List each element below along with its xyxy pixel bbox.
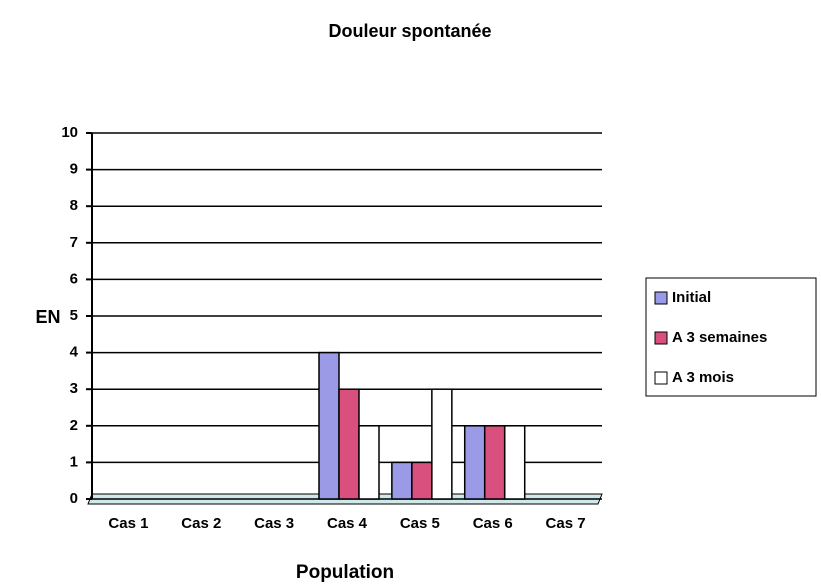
chart-title: Douleur spontanée	[328, 21, 491, 41]
x-tick-label: Cas 6	[473, 515, 513, 532]
bar	[391, 461, 413, 500]
y-tick-label: 8	[70, 197, 78, 214]
legend-label: Initial	[672, 289, 711, 306]
bar	[483, 425, 506, 500]
bar	[463, 425, 486, 500]
y-axis-label: EN	[35, 307, 60, 327]
bar	[411, 461, 433, 500]
x-axis-label: Population	[296, 562, 394, 583]
legend-swatch	[654, 291, 668, 305]
y-tick-label: 3	[70, 380, 78, 397]
legend-label: A 3 mois	[672, 369, 734, 386]
x-tick-label: Cas 1	[108, 515, 148, 532]
legend-label: A 3 semaines	[672, 329, 767, 346]
legend-swatch	[654, 331, 668, 345]
y-tick-label: 9	[70, 161, 78, 178]
y-tick-label: 4	[70, 344, 79, 361]
x-tick-label: Cas 3	[254, 515, 294, 532]
bar	[503, 425, 526, 500]
x-tick-label: Cas 2	[181, 515, 221, 532]
x-tick-label: Cas 7	[546, 515, 586, 532]
y-tick-label: 0	[70, 490, 78, 507]
y-tick-label: 6	[70, 270, 78, 287]
y-tick-label: 7	[70, 234, 78, 251]
legend-swatch	[654, 371, 668, 385]
bar	[431, 388, 453, 500]
y-tick-label: 5	[70, 307, 78, 324]
bar	[318, 351, 340, 500]
y-tick-label: 10	[61, 124, 78, 141]
bar	[338, 388, 360, 500]
legend-box	[645, 277, 817, 397]
y-tick-label: 1	[70, 453, 78, 470]
bar	[358, 425, 380, 500]
x-tick-label: Cas 5	[400, 515, 440, 532]
x-tick-label: Cas 4	[327, 515, 368, 532]
y-tick-label: 2	[70, 417, 78, 434]
